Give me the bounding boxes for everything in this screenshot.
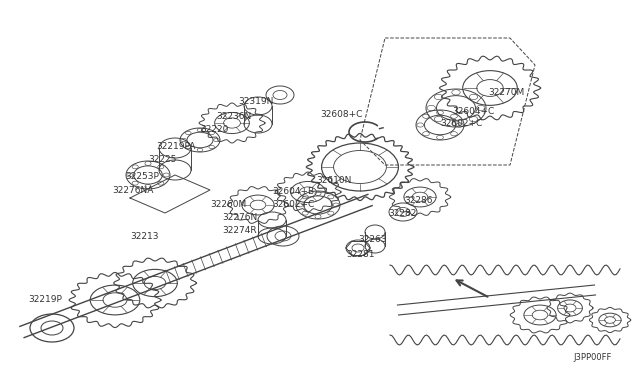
Text: 32276N: 32276N — [222, 213, 257, 222]
Text: 32602+C: 32602+C — [440, 119, 483, 128]
Text: 32219PA: 32219PA — [156, 142, 195, 151]
Text: 32220: 32220 — [200, 125, 228, 134]
Text: 32319N: 32319N — [238, 97, 273, 106]
Text: 32281: 32281 — [346, 250, 374, 259]
Text: 32253P: 32253P — [125, 172, 159, 181]
Text: 32276NA: 32276NA — [112, 186, 154, 195]
Text: 32270M: 32270M — [488, 88, 524, 97]
Text: 32260M: 32260M — [210, 200, 246, 209]
Text: 32604+B: 32604+B — [272, 187, 314, 196]
Text: 32225: 32225 — [148, 155, 177, 164]
Text: 32213: 32213 — [130, 232, 159, 241]
Text: 32608+C: 32608+C — [320, 110, 362, 119]
Text: 32263: 32263 — [358, 235, 387, 244]
Text: 32604+C: 32604+C — [452, 107, 494, 116]
Text: 32236N: 32236N — [216, 112, 252, 121]
Text: 32219P: 32219P — [28, 295, 62, 304]
Text: 32274R: 32274R — [222, 226, 257, 235]
Text: 32610N: 32610N — [316, 176, 351, 185]
Text: 32286: 32286 — [404, 196, 433, 205]
Text: J3PP00FF: J3PP00FF — [573, 353, 612, 362]
Text: 32282: 32282 — [388, 209, 417, 218]
Text: 32602+C: 32602+C — [272, 200, 314, 209]
